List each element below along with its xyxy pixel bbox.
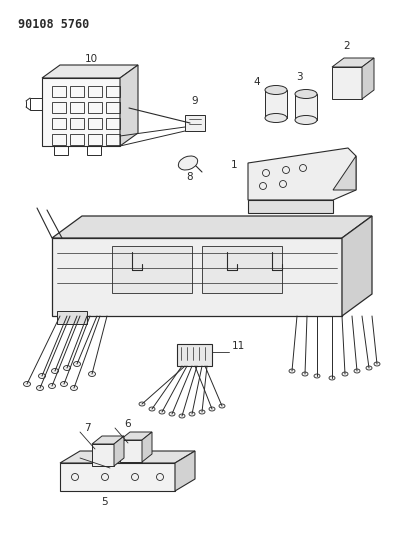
Ellipse shape	[342, 372, 348, 376]
Polygon shape	[333, 156, 356, 190]
Text: 1: 1	[231, 160, 237, 170]
Text: 4: 4	[254, 77, 260, 87]
Ellipse shape	[159, 410, 165, 414]
Polygon shape	[52, 216, 372, 238]
Text: 7: 7	[84, 423, 90, 433]
Ellipse shape	[49, 384, 55, 389]
Polygon shape	[114, 436, 124, 466]
Text: 6: 6	[124, 419, 131, 429]
Text: 9: 9	[192, 96, 198, 106]
Text: 11: 11	[232, 341, 245, 351]
Polygon shape	[177, 344, 212, 366]
Polygon shape	[342, 216, 372, 316]
Polygon shape	[120, 65, 138, 146]
Polygon shape	[120, 432, 152, 440]
Polygon shape	[42, 78, 120, 146]
Ellipse shape	[289, 369, 295, 373]
Ellipse shape	[61, 382, 67, 386]
Ellipse shape	[199, 410, 205, 414]
Polygon shape	[42, 65, 138, 78]
Ellipse shape	[24, 382, 30, 386]
Polygon shape	[332, 58, 374, 67]
Polygon shape	[248, 148, 356, 200]
Polygon shape	[92, 436, 124, 444]
Polygon shape	[60, 451, 195, 463]
Text: 8: 8	[187, 172, 193, 182]
Polygon shape	[112, 246, 192, 293]
Polygon shape	[265, 90, 287, 118]
Polygon shape	[248, 200, 333, 213]
Text: 5: 5	[102, 497, 108, 507]
Ellipse shape	[51, 368, 59, 374]
Ellipse shape	[169, 412, 175, 416]
Polygon shape	[52, 238, 342, 316]
Ellipse shape	[295, 90, 317, 99]
Ellipse shape	[314, 374, 320, 378]
Ellipse shape	[178, 156, 198, 170]
Text: 2: 2	[344, 41, 350, 51]
Ellipse shape	[265, 85, 287, 94]
Text: 3: 3	[296, 72, 302, 82]
Ellipse shape	[354, 369, 360, 373]
Polygon shape	[175, 451, 195, 491]
Ellipse shape	[73, 361, 81, 367]
Polygon shape	[60, 463, 175, 491]
Polygon shape	[332, 67, 362, 99]
Ellipse shape	[209, 407, 215, 411]
Ellipse shape	[149, 407, 155, 411]
Polygon shape	[142, 432, 152, 462]
Polygon shape	[185, 115, 205, 131]
Text: 90108 5760: 90108 5760	[18, 18, 89, 31]
Ellipse shape	[189, 412, 195, 416]
Polygon shape	[362, 58, 374, 99]
Ellipse shape	[63, 366, 71, 370]
Polygon shape	[57, 311, 87, 324]
Ellipse shape	[36, 385, 43, 391]
Ellipse shape	[139, 402, 145, 406]
Ellipse shape	[89, 372, 95, 376]
Polygon shape	[120, 440, 142, 462]
Ellipse shape	[219, 404, 225, 408]
Polygon shape	[92, 444, 114, 466]
Polygon shape	[295, 94, 317, 120]
Ellipse shape	[179, 414, 185, 418]
Ellipse shape	[374, 362, 380, 366]
Ellipse shape	[265, 114, 287, 123]
Ellipse shape	[295, 116, 317, 125]
Ellipse shape	[302, 372, 308, 376]
Ellipse shape	[366, 366, 372, 370]
Text: 10: 10	[85, 54, 98, 64]
Ellipse shape	[38, 374, 45, 378]
Ellipse shape	[71, 385, 77, 391]
Polygon shape	[202, 246, 282, 293]
Ellipse shape	[329, 376, 335, 380]
